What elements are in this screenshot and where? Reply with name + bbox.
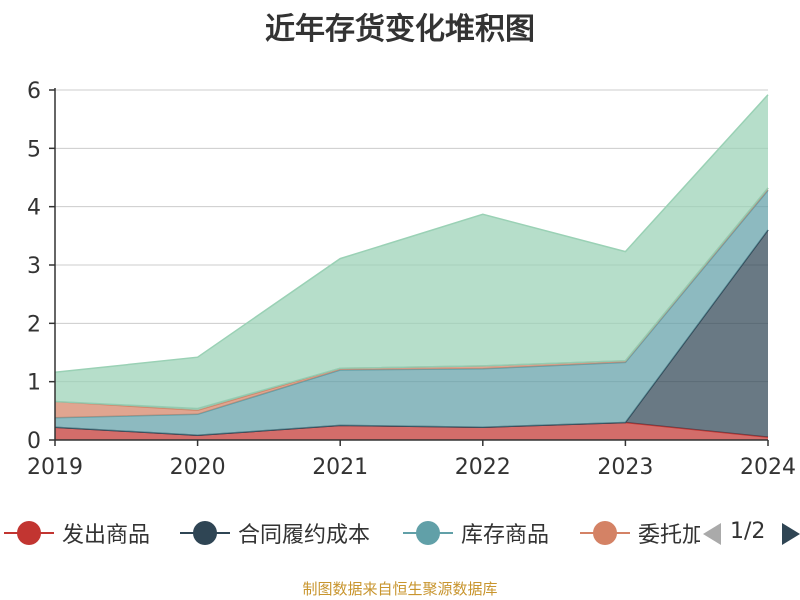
area-series-5 bbox=[55, 94, 768, 409]
area-series-0 bbox=[55, 422, 768, 440]
legend-item-2[interactable]: 库存商品 bbox=[403, 515, 549, 551]
x-tick-label: 2021 bbox=[312, 455, 368, 480]
legend-label: 发出商品 bbox=[62, 523, 151, 548]
x-tick-label: 2024 bbox=[740, 455, 796, 480]
series-line-5 bbox=[54, 94, 769, 374]
area-series-2 bbox=[55, 190, 768, 436]
legend-page-indicator: 1/2 bbox=[730, 519, 766, 544]
legend-marker-icon bbox=[580, 515, 630, 551]
legend-marker-icon bbox=[403, 515, 453, 551]
legend-item-0[interactable]: 发出商品 bbox=[4, 515, 150, 551]
legend-pager: 1/2 bbox=[700, 515, 800, 551]
legend-marker-icon bbox=[180, 515, 230, 551]
y-tick-label: 4 bbox=[27, 196, 41, 221]
next-page-icon[interactable] bbox=[782, 523, 800, 545]
legend-label: 合同履约成本 bbox=[238, 523, 371, 548]
y-tick-label: 6 bbox=[27, 79, 41, 104]
x-tick-label: 2022 bbox=[455, 455, 511, 480]
y-tick-label: 1 bbox=[27, 371, 41, 396]
x-tick-label: 2020 bbox=[170, 455, 226, 480]
y-tick-label: 3 bbox=[27, 254, 41, 279]
chart-title: 近年存货变化堆积图 bbox=[265, 12, 535, 47]
legend: 发出商品 合同履约成本 库存商品 委托加工物资 bbox=[0, 515, 800, 551]
y-tick-label: 0 bbox=[27, 429, 41, 454]
source-note: 制图数据来自恒生聚源数据库 bbox=[302, 580, 498, 598]
y-tick-label: 5 bbox=[27, 137, 41, 162]
area-series-1 bbox=[55, 230, 768, 438]
legend-label: 库存商品 bbox=[461, 523, 550, 548]
x-tick-label: 2023 bbox=[597, 455, 653, 480]
x-tick-label: 2019 bbox=[27, 455, 83, 480]
prev-page-icon[interactable] bbox=[703, 523, 721, 545]
legend-item-1[interactable]: 合同履约成本 bbox=[180, 515, 370, 551]
y-tick-label: 2 bbox=[27, 312, 41, 337]
legend-marker-icon bbox=[4, 515, 54, 551]
